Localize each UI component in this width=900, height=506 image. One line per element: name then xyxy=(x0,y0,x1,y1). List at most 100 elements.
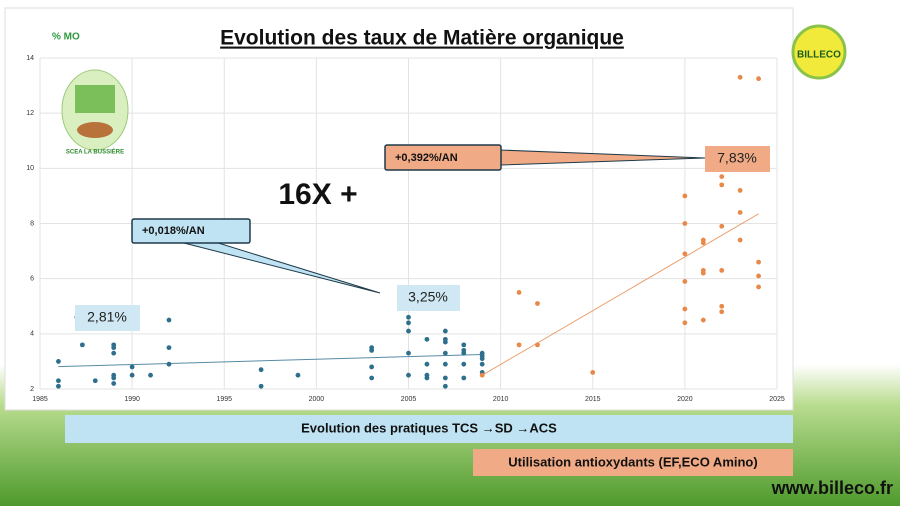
y-tick-label: 6 xyxy=(30,276,34,283)
chart-panel xyxy=(4,7,794,411)
trend-line xyxy=(58,354,483,368)
point xyxy=(719,223,725,229)
x-tick-label: 1985 xyxy=(32,396,48,403)
point xyxy=(56,359,61,364)
point xyxy=(479,372,485,378)
x-tick-label: 2020 xyxy=(677,396,693,403)
point xyxy=(756,273,761,279)
point xyxy=(479,356,485,362)
point xyxy=(442,361,448,367)
x-tick-label: 2010 xyxy=(493,396,509,403)
annotation: +0,392%/AN xyxy=(395,152,458,164)
point xyxy=(461,342,467,348)
point xyxy=(92,378,98,384)
point xyxy=(461,375,467,381)
point xyxy=(682,251,688,257)
callout-box xyxy=(384,144,502,171)
banner-text: Evolution des pratiques TCS →SD →ACS xyxy=(301,420,557,435)
annotation: 3,25% xyxy=(408,289,448,305)
point xyxy=(406,328,411,334)
banner xyxy=(65,415,793,443)
x-tick-label: 2000 xyxy=(309,396,325,403)
y-tick-label: 12 xyxy=(26,110,34,117)
y-tick-label: 8 xyxy=(30,220,34,227)
point xyxy=(166,345,172,351)
point xyxy=(737,237,743,243)
point xyxy=(479,361,485,367)
banner-text: Utilisation antioxydants (EF,ECO Amino) xyxy=(508,454,757,469)
point xyxy=(111,345,117,351)
point xyxy=(424,375,430,381)
callout-box xyxy=(131,218,251,244)
point xyxy=(682,306,688,312)
point xyxy=(79,342,85,348)
y-tick-label: 10 xyxy=(26,165,34,172)
point xyxy=(756,259,761,265)
point xyxy=(700,270,706,276)
trend-line xyxy=(481,213,759,376)
point xyxy=(56,383,61,389)
point xyxy=(442,339,448,345)
point xyxy=(461,361,467,367)
annotation: 16X + xyxy=(278,178,357,211)
point xyxy=(406,320,411,326)
x-tick-label: 2025 xyxy=(769,396,785,403)
farm-logo: SCEA LA BUSSIÈRE xyxy=(61,69,129,156)
brand-logo: BILLECO xyxy=(791,24,847,80)
y-tick-label: 14 xyxy=(26,55,34,62)
point xyxy=(56,378,61,384)
point xyxy=(424,361,430,367)
label-box xyxy=(397,285,460,311)
website: www.billeco.fr xyxy=(771,478,893,498)
annotation: +0,018%/AN xyxy=(142,225,205,237)
point xyxy=(369,347,375,353)
x-tick-label: 1995 xyxy=(216,396,232,403)
point xyxy=(442,375,448,381)
point xyxy=(369,364,375,370)
point xyxy=(719,174,725,180)
y-axis-label: % MO xyxy=(52,32,80,43)
point xyxy=(166,361,172,367)
point xyxy=(682,279,688,284)
point xyxy=(111,375,117,381)
point xyxy=(756,284,761,290)
point xyxy=(590,370,596,375)
point xyxy=(166,317,172,323)
logo-text: SCEA LA BUSSIÈRE xyxy=(66,148,124,156)
point xyxy=(295,372,301,378)
point xyxy=(737,188,743,193)
point xyxy=(111,381,117,386)
point xyxy=(129,372,135,378)
point xyxy=(682,320,688,326)
point xyxy=(516,342,522,348)
point xyxy=(756,76,761,82)
point xyxy=(258,367,264,373)
y-tick-label: 2 xyxy=(30,386,34,393)
point xyxy=(700,317,706,323)
point xyxy=(406,372,411,378)
point xyxy=(148,372,153,378)
banner xyxy=(473,449,793,476)
point xyxy=(516,290,522,295)
y-tick-label: 4 xyxy=(30,331,34,338)
point xyxy=(258,383,264,389)
plot: 2 4 6 8 10 12 14 1985 1990 1995 2000 2005 2010 2015 20… xyxy=(26,55,785,403)
point xyxy=(535,342,540,348)
label-box xyxy=(75,305,140,331)
point xyxy=(461,350,467,356)
point xyxy=(406,350,411,356)
point xyxy=(129,364,135,370)
point xyxy=(369,375,375,381)
x-tick-label: 1990 xyxy=(124,396,140,403)
point xyxy=(442,383,448,389)
point xyxy=(719,309,725,315)
annotation: 2,81% xyxy=(87,309,127,325)
label-box xyxy=(705,146,770,172)
point xyxy=(535,301,540,306)
point xyxy=(737,210,743,215)
chart-title: Evolution des taux de Matière organique xyxy=(220,27,624,50)
point xyxy=(737,74,743,80)
brand-text: BILLECO xyxy=(797,50,841,61)
